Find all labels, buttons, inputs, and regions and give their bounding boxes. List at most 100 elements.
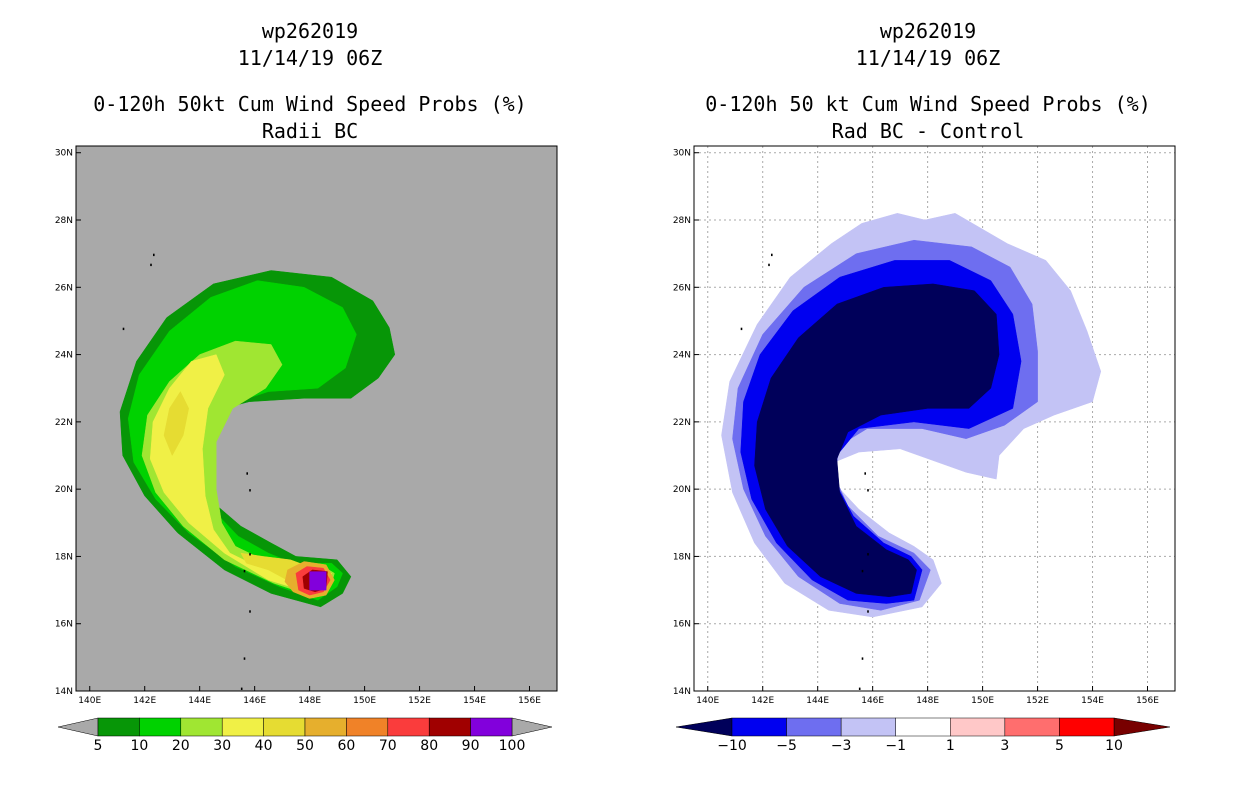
y-tick-label: 28N [673, 216, 691, 226]
island-mark [240, 687, 243, 690]
right-chart-panel: 140E 142E 144E 146E 148E 150E 152E 154E 156E 14N 1… [673, 145, 1176, 706]
contour-level-neg10 [754, 283, 1000, 598]
left-plot-title: 0-120h 50kt Cum Wind Speed Probs (%) [93, 92, 527, 116]
island-mark [861, 569, 864, 573]
y-tick-label: 14N [55, 687, 73, 697]
y-tick-label: 18N [55, 552, 73, 562]
y-tick-label: 16N [673, 620, 691, 630]
left-colorbar: 5 10 20 30 40 50 60 70 80 90 100 [57, 717, 553, 754]
x-tick-label: 156E [518, 696, 541, 706]
colorbar-label: −5 [776, 738, 797, 754]
island-mark [122, 327, 125, 331]
colorbar-swatch [263, 717, 306, 737]
colorbar-swatch [221, 717, 264, 737]
colorbar-label: 5 [94, 738, 103, 754]
contour-level-40 [163, 391, 189, 456]
colorbar-label: 1 [946, 738, 955, 754]
x-tick-label: 142E [751, 696, 774, 706]
y-tick-label: 30N [673, 149, 691, 159]
colorbar-swatch [1004, 717, 1060, 737]
colorbar-swatch [428, 717, 471, 737]
right-plot-title: 0-120h 50 kt Cum Wind Speed Probs (%) [705, 92, 1151, 116]
plot-frame [693, 145, 1176, 692]
x-tick-label: 152E [408, 696, 431, 706]
island-mark [153, 253, 155, 257]
x-tick-label: 140E [696, 696, 719, 706]
colorbar-label: −1 [885, 738, 906, 754]
colorbar-swatch [470, 717, 513, 737]
x-tick-label: 148E [916, 696, 939, 706]
colorbar-swatch [346, 717, 389, 737]
island-mark [858, 687, 861, 690]
colorbar-swatch [180, 717, 223, 737]
island-mark [150, 263, 152, 267]
y-tick-label: 26N [673, 283, 691, 293]
y-tick-label: 26N [55, 283, 73, 293]
y-tick-label: 22N [673, 418, 691, 428]
colorbar-swatch [304, 717, 347, 737]
x-tick-label: 150E [971, 696, 994, 706]
island-mark [768, 263, 770, 267]
colorbar-arrow-low [675, 717, 733, 737]
colorbar-label: 10 [130, 738, 148, 754]
x-tick-label: 146E [243, 696, 266, 706]
left-chart-panel: 140E 142E 144E 146E 148E 150E 152E 154E 156E 14N 1… [55, 145, 558, 706]
y-tick-label: 20N [55, 485, 73, 495]
x-tick-label: 150E [353, 696, 376, 706]
colorbar-swatch [840, 717, 896, 737]
colorbar-label: 10 [1105, 738, 1123, 754]
island-mark [243, 657, 246, 660]
colorbar-swatch [786, 717, 842, 737]
x-tick-label: 152E [1026, 696, 1049, 706]
x-tick-label: 154E [1081, 696, 1104, 706]
y-tick-label: 24N [673, 351, 691, 361]
colorbar-label: 100 [499, 738, 526, 754]
colorbar-arrow-high [1113, 717, 1171, 737]
right-title: wp262019 [879, 19, 977, 43]
colorbar-swatch [1059, 717, 1115, 737]
island-mark [249, 610, 251, 613]
colorbar-swatch [731, 717, 787, 737]
colorbar-label: 30 [213, 738, 231, 754]
x-tick-label: 148E [298, 696, 321, 706]
island-mark [249, 553, 251, 556]
y-tick-label: 22N [55, 418, 73, 428]
right-subtitle: 11/14/19 06Z [855, 46, 1001, 70]
island-mark [246, 472, 248, 475]
colorbar-label: 50 [296, 738, 314, 754]
y-tick-label: 20N [673, 485, 691, 495]
island-mark [243, 569, 246, 573]
colorbar-swatch [895, 717, 951, 737]
colorbar-arrow-low [57, 717, 99, 737]
y-tick-label: 30N [55, 149, 73, 159]
island-mark [867, 489, 869, 492]
y-tick-label: 16N [55, 620, 73, 630]
y-tick-label: 18N [673, 552, 691, 562]
colorbar-label: 90 [462, 738, 480, 754]
colorbar-label: 60 [337, 738, 355, 754]
y-tick-label: 24N [55, 351, 73, 361]
right-colorbar: −10 −5 −3 −1 1 3 5 10 [675, 717, 1171, 754]
x-tick-label: 144E [188, 696, 211, 706]
x-tick-label: 144E [806, 696, 829, 706]
colorbar-label: 80 [420, 738, 438, 754]
x-tick-label: 156E [1136, 696, 1159, 706]
x-tick-label: 146E [861, 696, 884, 706]
colorbar-swatch [950, 717, 1006, 737]
colorbar-arrow-high [511, 717, 553, 737]
island-mark [249, 489, 251, 492]
island-mark [740, 327, 743, 331]
island-mark [867, 610, 869, 613]
left-title: wp262019 [261, 19, 359, 43]
y-tick-label: 28N [55, 216, 73, 226]
x-tick-label: 142E [133, 696, 156, 706]
right-plot-subtitle: Rad BC - Control [831, 119, 1025, 143]
colorbar-label: 40 [255, 738, 273, 754]
colorbar-label: 70 [379, 738, 397, 754]
island-mark [771, 253, 773, 257]
island-mark [861, 657, 864, 660]
island-mark [867, 553, 869, 556]
colorbar-label: 3 [1000, 738, 1009, 754]
island-mark [864, 472, 866, 475]
